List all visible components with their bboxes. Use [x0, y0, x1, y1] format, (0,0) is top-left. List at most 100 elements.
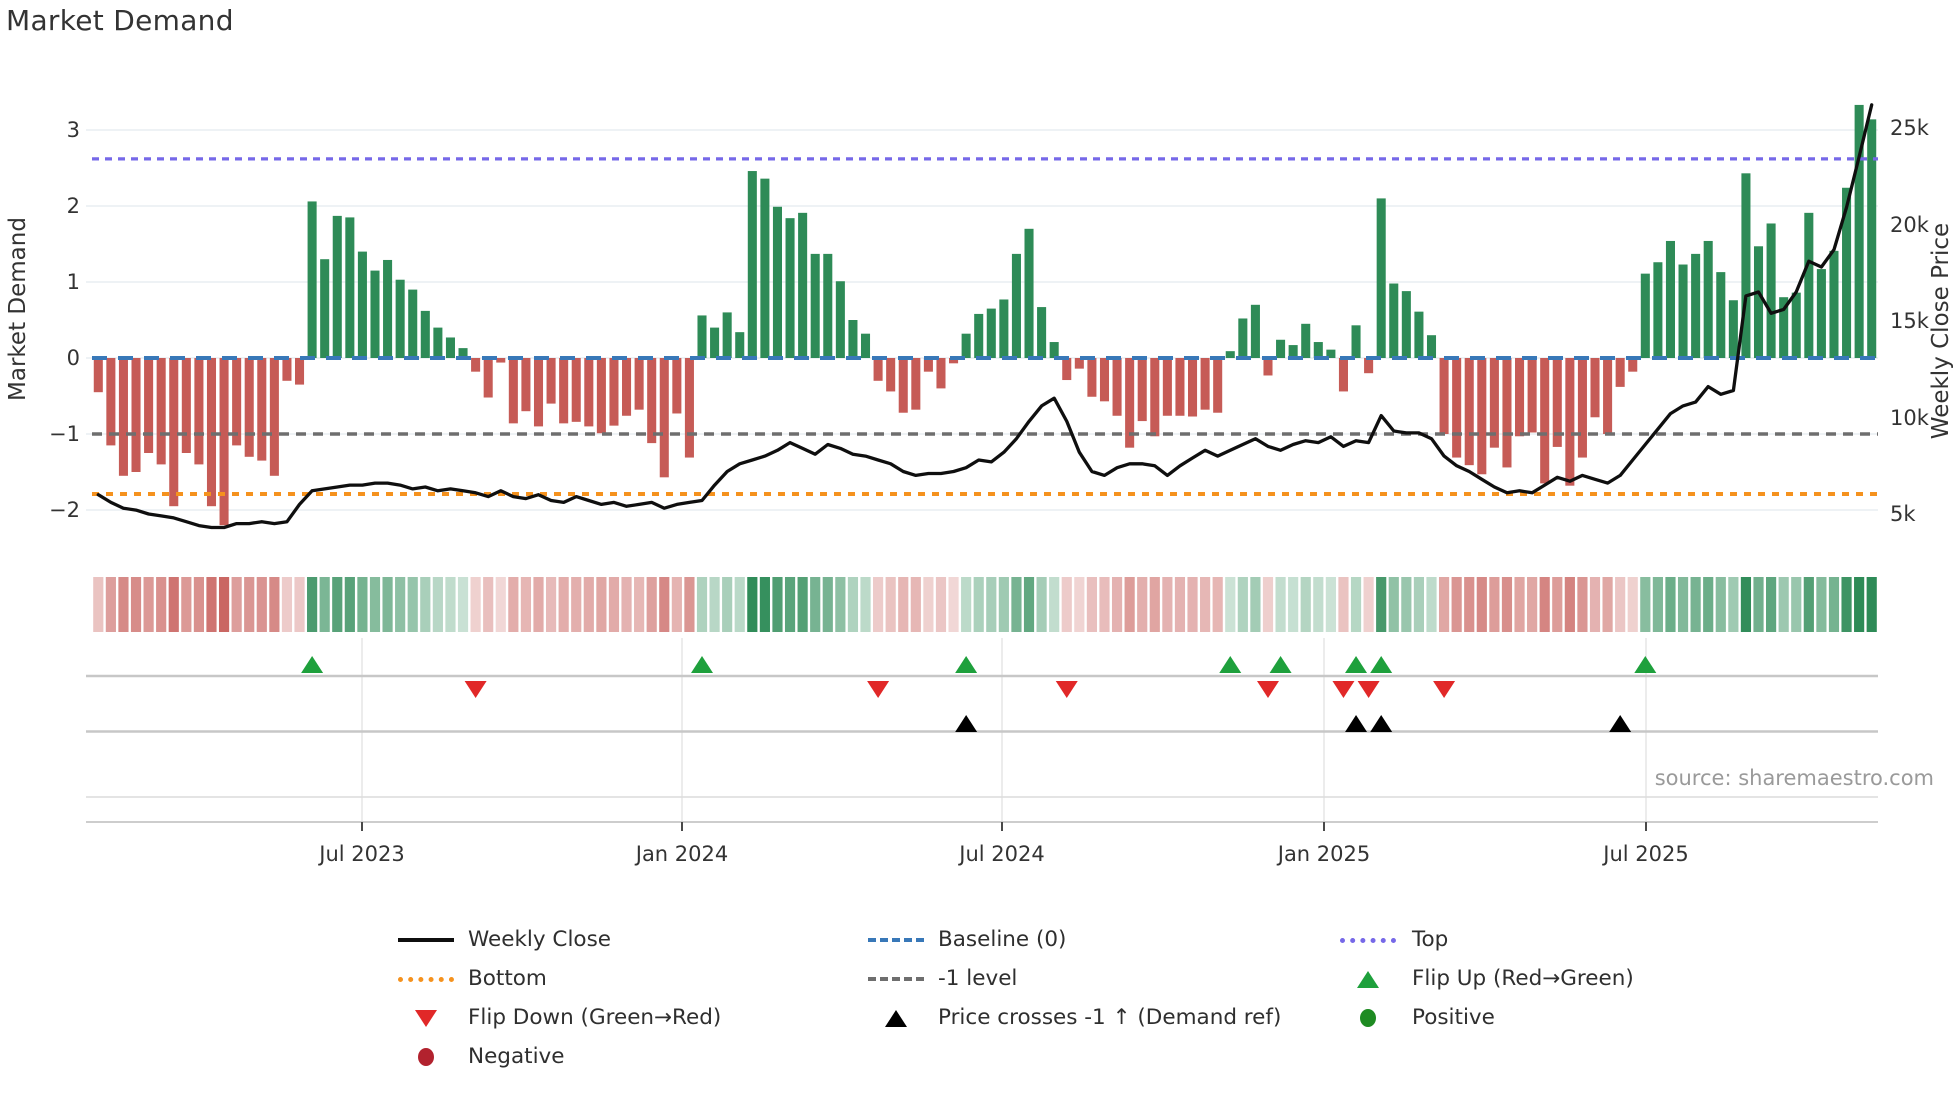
flip-up-marker	[301, 656, 324, 673]
heatmap-cell	[860, 577, 871, 632]
heatmap-cell	[910, 577, 921, 632]
demand-bar-negative	[1188, 358, 1198, 417]
heatmap-cell	[533, 577, 544, 632]
heatmap-cell	[671, 577, 682, 632]
heatmap-cell	[344, 577, 355, 632]
demand-bar-negative	[647, 358, 657, 444]
heatmap-cell	[218, 577, 230, 632]
heatmap-cell	[1137, 577, 1148, 632]
demand-bar-negative	[546, 358, 556, 404]
heatmap-cell	[1363, 577, 1374, 632]
demand-bar-positive	[1313, 342, 1323, 358]
demand-bar-negative	[1603, 358, 1613, 434]
heatmap-cell	[420, 577, 431, 632]
heatmap-cell	[1099, 577, 1110, 632]
heatmap-cell	[382, 577, 393, 632]
tick-label: 0	[66, 346, 80, 370]
demand-bar-negative	[131, 358, 141, 472]
heatmap-cell	[998, 577, 1009, 632]
demand-bar-positive	[320, 259, 330, 358]
heatmap-cell	[281, 577, 293, 632]
demand-bar-positive	[1791, 292, 1801, 358]
demand-bar-negative	[672, 358, 682, 414]
heatmap-cell	[307, 577, 318, 632]
demand-bar-positive	[848, 320, 858, 358]
demand-bar-positive	[760, 178, 770, 358]
demand-bar-positive	[1766, 223, 1776, 358]
heatmap-cell	[1124, 577, 1135, 632]
demand-bar-positive	[1401, 291, 1411, 358]
heatmap-cell	[596, 577, 607, 632]
demand-bar-positive	[420, 310, 430, 358]
heatmap-cell	[1527, 577, 1538, 632]
flip-down-marker	[1332, 681, 1355, 698]
demand-bar-positive	[1389, 283, 1399, 358]
tick-label: Jan 2024	[635, 842, 729, 866]
demand-bar-negative	[873, 358, 883, 381]
heatmap-cell	[1350, 577, 1362, 632]
demand-bar-negative	[1263, 358, 1273, 376]
heatmap-cell	[1451, 577, 1462, 632]
heatmap-cell	[1237, 577, 1248, 632]
tick-label: −2	[49, 498, 80, 522]
heatmap-cell	[1615, 577, 1626, 632]
weekly-close-swatch	[398, 938, 454, 942]
demand-bar-negative	[596, 358, 606, 434]
demand-bar-positive	[332, 215, 342, 358]
heatmap-cell	[130, 577, 142, 632]
demand-bar-positive	[798, 212, 808, 358]
demand-bar-positive	[357, 251, 367, 358]
heatmap-cell	[1866, 577, 1877, 632]
demand-bar-positive	[1678, 264, 1688, 358]
demand-bar-positive	[772, 206, 782, 358]
heatmap-cell	[810, 577, 821, 632]
demand-bar-positive	[383, 259, 393, 358]
heatmap-cell	[470, 577, 481, 632]
heatmap-cell	[1313, 577, 1324, 632]
heatmap-cell	[294, 577, 305, 632]
heatmap-cell	[1212, 577, 1223, 632]
demand-bar-negative	[571, 358, 581, 422]
legend-label: Flip Up (Red→Green)	[1412, 966, 1634, 991]
heatmap-cell	[1803, 577, 1814, 632]
heatmap-cell	[1388, 577, 1399, 632]
demand-bar-negative	[1125, 358, 1135, 448]
flip-down-icon	[415, 1009, 437, 1027]
demand-bar-positive	[1842, 187, 1852, 358]
demand-bar-positive	[1049, 342, 1059, 358]
demand-bar-positive	[785, 218, 795, 358]
heatmap-cell	[1501, 577, 1513, 632]
demand-bar-negative	[1112, 358, 1122, 416]
flip-down-marker	[1357, 681, 1380, 698]
tick-label: 20k	[1890, 212, 1929, 237]
demand-bar-positive	[1238, 318, 1248, 358]
price-cross-marker	[1345, 715, 1368, 732]
demand-bar-positive	[835, 281, 845, 358]
demand-bar-negative	[219, 358, 229, 526]
heatmap-cell	[520, 577, 532, 632]
demand-bar-positive	[433, 327, 443, 358]
demand-bar-positive	[1728, 300, 1738, 358]
heatmap-cell	[1036, 577, 1047, 632]
demand-bar-negative	[156, 358, 166, 465]
demand-bar-positive	[1829, 250, 1839, 358]
demand-bar-positive	[1225, 351, 1235, 358]
legend-label: Price crosses -1 ↑ (Demand ref)	[938, 1005, 1282, 1030]
demand-bar-positive	[722, 312, 732, 358]
heatmap-cell	[1288, 577, 1299, 632]
demand-bar-negative	[584, 358, 594, 427]
demand-bar-positive	[1276, 339, 1286, 358]
tick-label: 25k	[1890, 116, 1929, 140]
heatmap-cell	[722, 577, 733, 632]
heatmap-cell	[244, 577, 255, 632]
heatmap-cell	[1677, 577, 1689, 632]
heatmap-cell	[1325, 577, 1336, 632]
demand-bar-positive	[1665, 240, 1675, 358]
demand-bar-positive	[961, 333, 971, 358]
flip-down-marker	[1055, 681, 1078, 698]
heatmap-cell	[1023, 577, 1035, 632]
heatmap-cell	[986, 577, 997, 632]
heatmap-cell	[1338, 577, 1349, 632]
legend-label: Top	[1412, 927, 1449, 952]
demand-bar-positive	[1691, 253, 1701, 358]
